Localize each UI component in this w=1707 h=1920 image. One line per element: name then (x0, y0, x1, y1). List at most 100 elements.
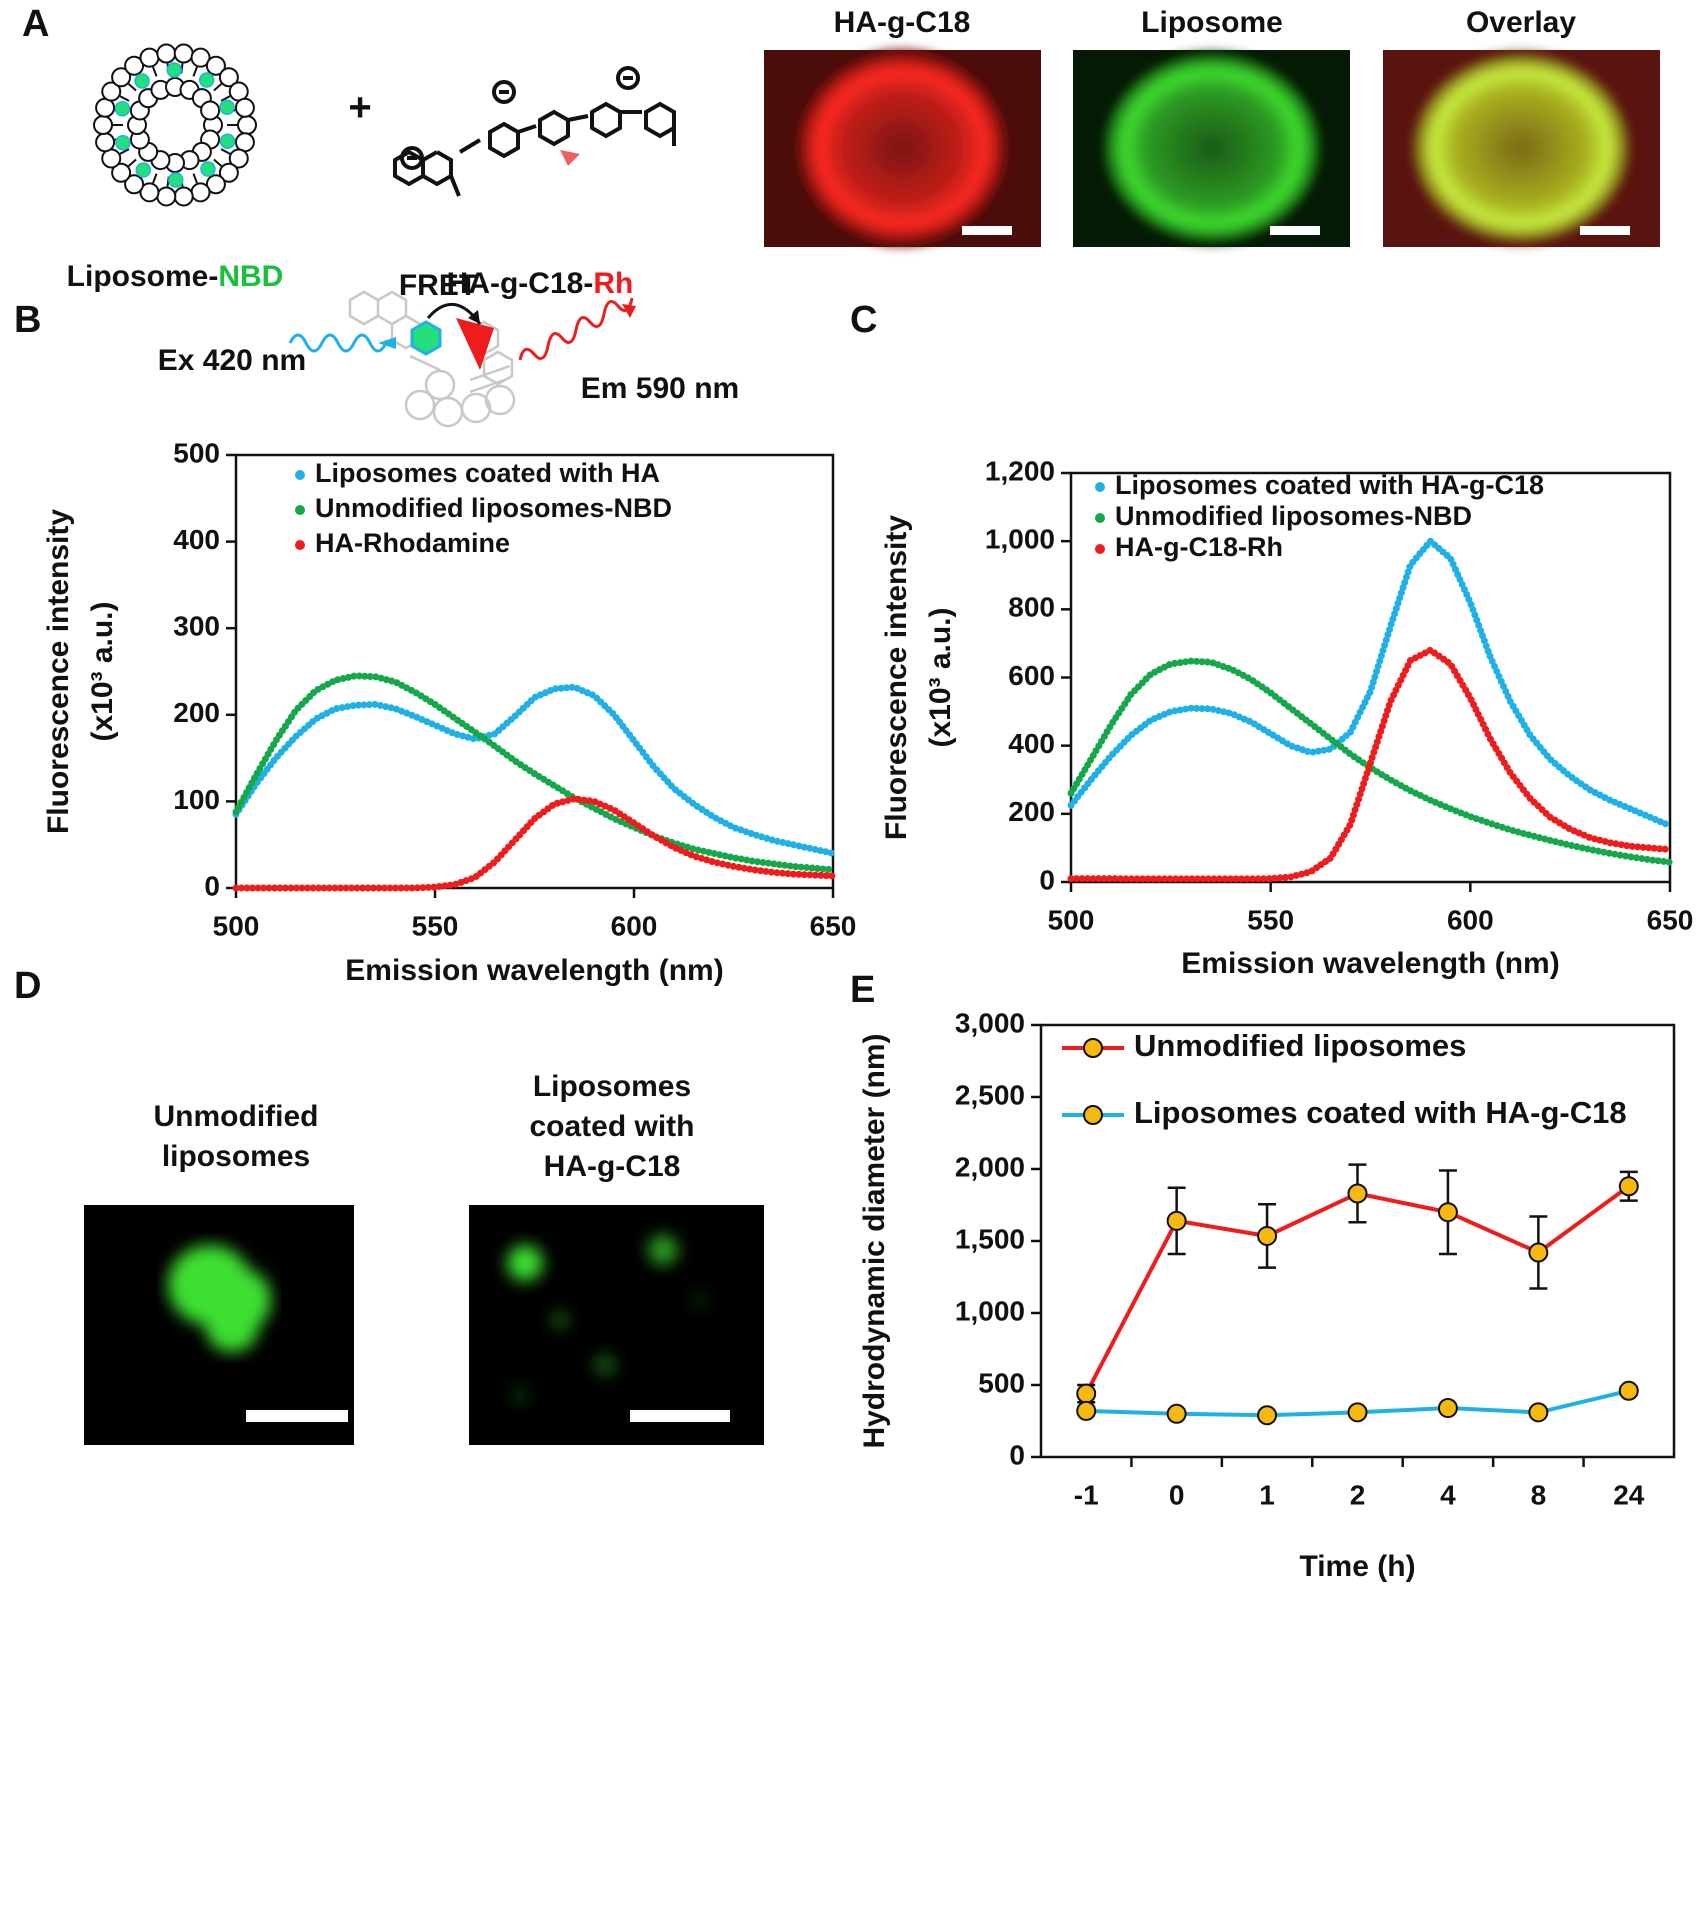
data-point (1528, 1242, 1549, 1263)
panel-label: A (22, 3, 49, 45)
y-axis-title: Fluorescence intensity (880, 515, 913, 840)
y-tick-label: 1,200 (985, 455, 1055, 486)
x-tick-label: 500 (1048, 904, 1095, 935)
nbd-dye (166, 62, 182, 78)
x-tick-label: 24 (1613, 1479, 1645, 1510)
y-tick-label: 500 (173, 437, 220, 468)
nbd-dye (135, 162, 152, 178)
plus-sign: + (348, 86, 371, 130)
lipid-head (190, 47, 211, 68)
y-tick-label: 200 (173, 697, 220, 728)
label-part: NBD (218, 260, 283, 293)
lipid-head (190, 182, 211, 203)
rhodamine-icon (560, 150, 580, 166)
label-part: HA-g-C18- (447, 267, 594, 300)
plot-frame (1069, 471, 1672, 884)
lipid-head (156, 186, 177, 207)
x-tick-label: -1 (1074, 1479, 1099, 1510)
legend-label: Unmodified liposomes (1134, 1028, 1466, 1063)
y-tick-label: 0 (204, 870, 220, 901)
legend-label: Unmodified liposomes-NBD (1115, 501, 1472, 531)
micrograph (764, 50, 1041, 247)
micrograph (1383, 50, 1660, 247)
donor-icon (410, 320, 442, 356)
legend-marker (1083, 1105, 1103, 1125)
schematic-label: Ex 420 nm (158, 344, 306, 377)
x-axis-title: Emission wavelength (nm) (345, 954, 723, 987)
lipid-tail (192, 173, 198, 184)
series-line (1067, 536, 1674, 830)
lipid-head (173, 43, 194, 64)
lipid-tail (127, 83, 137, 92)
y-tick-label: 1,000 (955, 1295, 1025, 1326)
lipid-tail (220, 95, 231, 102)
y-tick-label: 600 (1008, 660, 1055, 691)
nbd-dye (114, 100, 131, 117)
nbd-dye (168, 172, 184, 188)
panel-label: D (14, 965, 41, 1007)
legend-label: Unmodified liposomes-NBD (315, 493, 672, 523)
scheme-label: HA-g-C18-Rh (447, 267, 634, 300)
series-line (1067, 646, 1674, 883)
legend-marker (1095, 482, 1105, 492)
y-axis-title: (x10³ a.u.) (924, 607, 957, 747)
data-point (1257, 1225, 1278, 1246)
x-tick-label: 2 (1350, 1479, 1366, 1510)
data-point (1437, 1202, 1458, 1223)
y-axis-title: Hydrodynamic diameter (nm) (858, 1033, 891, 1448)
nbd-dye (115, 134, 131, 151)
lipid-head (111, 67, 132, 88)
data-point (1347, 1402, 1368, 1423)
lipid-head (111, 162, 132, 183)
y-tick-label: 1,000 (985, 524, 1055, 555)
x-tick-label: 650 (810, 910, 857, 941)
legend-marker (295, 505, 305, 515)
micrograph (469, 1205, 764, 1445)
panel-label: E (850, 969, 875, 1011)
lipid-head (156, 43, 177, 64)
data-point (1528, 1402, 1549, 1423)
nbd-dye (219, 99, 235, 116)
y-tick-label: 1,500 (955, 1223, 1025, 1254)
micrograph (84, 1205, 354, 1445)
data-point (1257, 1405, 1278, 1426)
lipid-tail (192, 66, 198, 77)
data-point (1166, 1403, 1187, 1424)
scheme-label: Liposome-NBD (67, 260, 284, 293)
data-point (1347, 1183, 1368, 1204)
lipid-head (101, 81, 122, 102)
emission-wave (518, 297, 634, 361)
y-tick-label: 500 (978, 1367, 1025, 1398)
nbd-dye (198, 72, 215, 88)
lipid-head (124, 55, 145, 76)
y-axis-title: (x10³ a.u.) (86, 601, 119, 741)
lipid-head (237, 115, 257, 135)
image-title: coated with (529, 1110, 694, 1143)
acceptor-icon (456, 318, 494, 370)
series-line (232, 795, 837, 892)
image-title: Liposomes (533, 1070, 691, 1103)
lipid-tail (119, 95, 130, 102)
image-title: liposomes (162, 1140, 310, 1173)
data-point (1618, 1176, 1639, 1197)
lipid-head (234, 97, 255, 118)
lipid-head (218, 162, 239, 183)
polymer-structure (393, 66, 676, 197)
x-tick-label: 600 (1447, 904, 1494, 935)
nbd-dye (134, 73, 150, 89)
y-tick-label: 300 (173, 611, 220, 642)
image-title: Unmodified (154, 1100, 319, 1133)
legend-marker (1095, 513, 1105, 523)
image-title: Overlay (1466, 6, 1576, 39)
lipid-tail (220, 148, 231, 155)
lipid-head (124, 174, 145, 195)
y-tick-label: 100 (173, 784, 220, 815)
x-tick-label: 550 (412, 910, 459, 941)
lipid-tail (127, 158, 137, 167)
y-tick-label: 800 (1008, 592, 1055, 623)
label-part: Liposome- (67, 260, 219, 293)
data-point (1437, 1398, 1458, 1419)
image-title: HA-g-C18 (544, 1150, 681, 1183)
legend-label: Liposomes coated with HA (315, 458, 660, 488)
